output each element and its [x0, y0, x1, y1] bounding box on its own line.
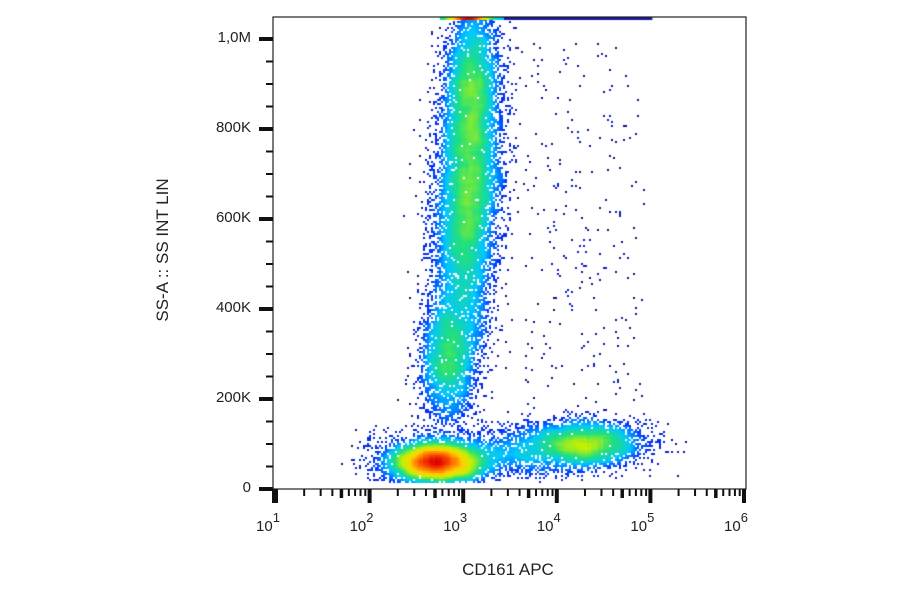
- y-tick-label: 400K: [215, 299, 251, 316]
- y-tick-label: 1,0M: [217, 29, 251, 46]
- x-tick-label: 105: [630, 510, 655, 535]
- x-tick-label: 103: [443, 510, 468, 535]
- y-tick-label: 200K: [215, 389, 251, 406]
- density-scatter-plot: [273, 17, 746, 489]
- y-tick-label: 0: [242, 479, 251, 496]
- y-tick-label: 800K: [215, 119, 251, 136]
- x-tick-label: 101: [256, 510, 280, 535]
- x-tick-label: 104: [536, 510, 561, 535]
- x-tick-label: 106: [724, 510, 748, 535]
- y-tick-label: 600K: [215, 209, 251, 226]
- x-axis-title-text: CD161 APC: [462, 560, 554, 579]
- y-axis-title: SS-A :: SS INT LIN: [153, 178, 172, 322]
- x-axis-title: CD161 APC: [0, 560, 900, 580]
- x-tick-label: 102: [349, 510, 374, 535]
